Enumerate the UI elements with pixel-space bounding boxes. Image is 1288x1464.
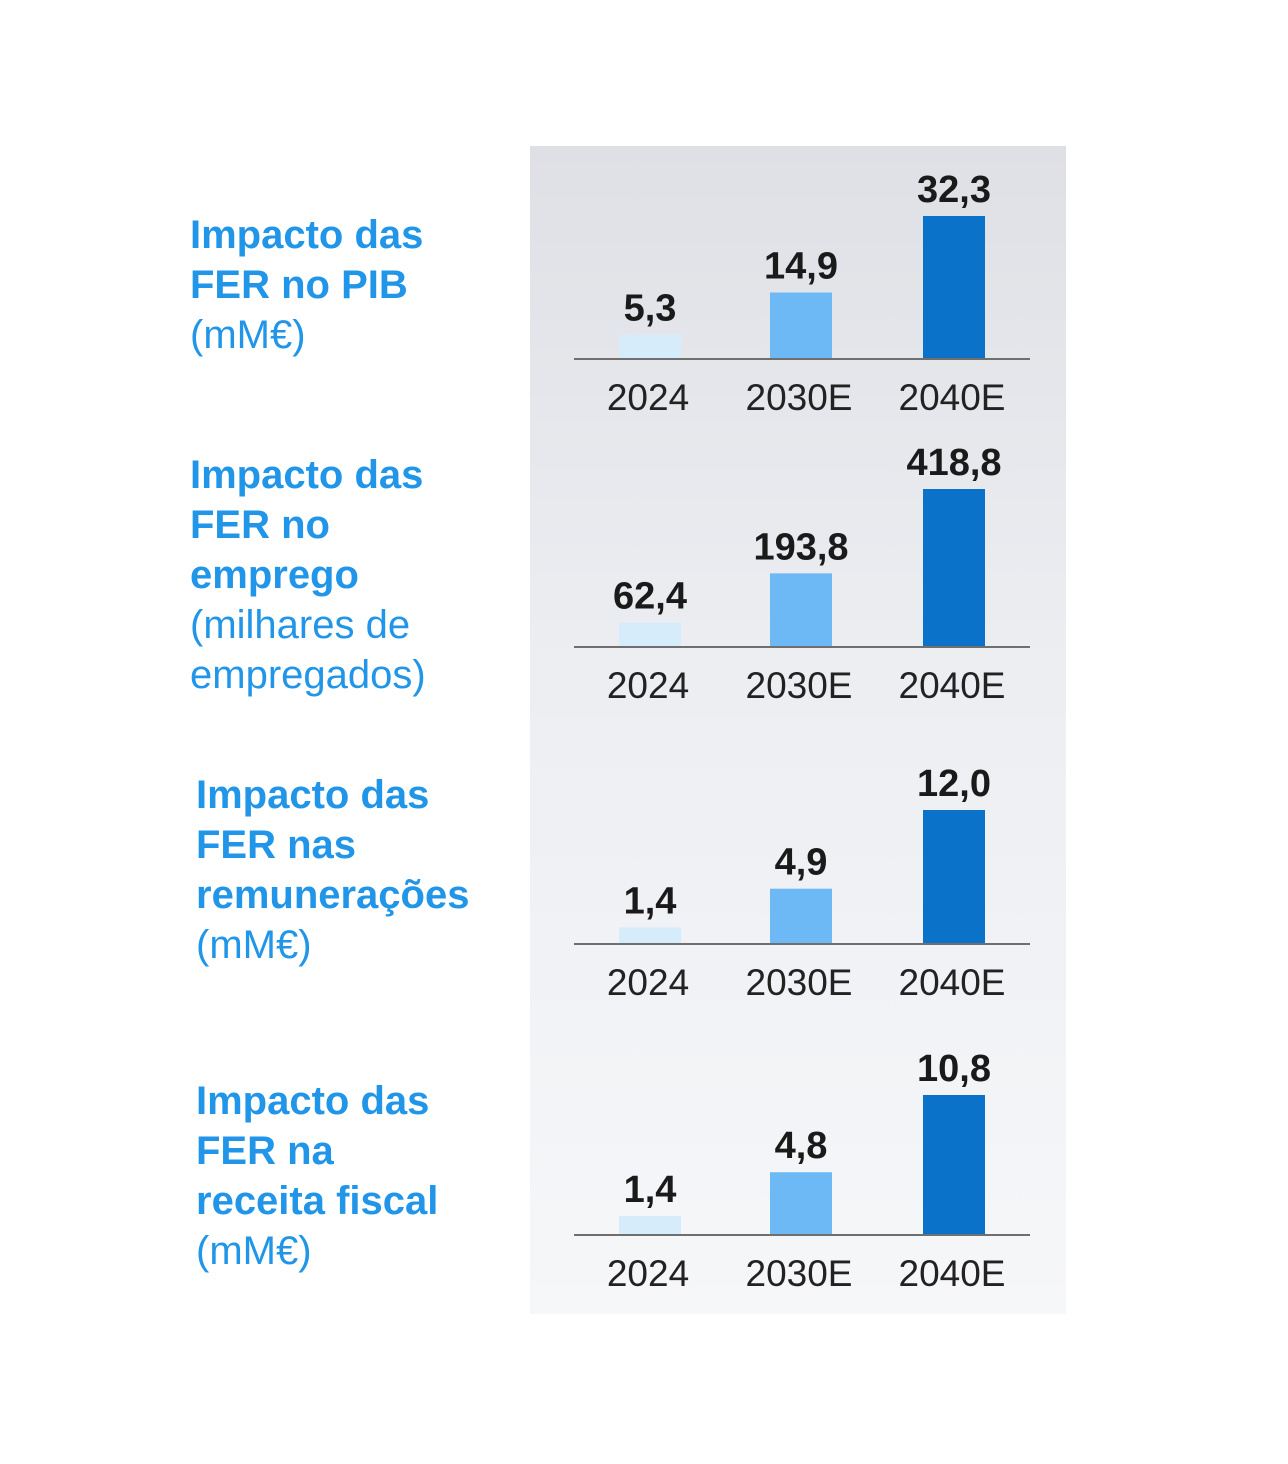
- chart-4-value-label-2030E: 4,8: [775, 1125, 828, 1167]
- chart-4-bar-2040E: [923, 1095, 985, 1234]
- chart-2-tick-label-2040E: 2040E: [899, 665, 1006, 706]
- chart-2-unit: (milhares de empregados): [190, 603, 426, 697]
- chart-1-bar-2030E: [770, 292, 832, 358]
- chart-4-tick-label-2040E: 2040E: [899, 1253, 1006, 1294]
- chart-1-title: Impacto das FER no PIB: [190, 213, 424, 307]
- chart-1-bar-2040E: [923, 216, 985, 358]
- chart-3-bar-2024: [619, 927, 681, 943]
- chart-4-tick-label-2030E: 2030E: [746, 1253, 853, 1294]
- chart-4-value-label-2040E: 10,8: [917, 1048, 991, 1090]
- chart-1-tick-label-2024: 2024: [607, 377, 689, 418]
- chart-3-title: Impacto das FER nas remunerações: [196, 773, 470, 917]
- chart-3-tick-label-2030E: 2030E: [746, 962, 853, 1003]
- chart-3-tick-label-2024: 2024: [607, 962, 689, 1003]
- chart-2-tick-label-2024: 2024: [607, 665, 689, 706]
- chart-1-value-label-2030E: 14,9: [764, 245, 838, 287]
- chart-4-value-label-2024: 1,4: [624, 1169, 677, 1211]
- chart-1-tick-label-2040E: 2040E: [899, 377, 1006, 418]
- chart-3-value-label-2024: 1,4: [624, 880, 677, 922]
- chart-3-label: Impacto das FER nas remunerações (mM€): [196, 770, 469, 970]
- chart-1-unit: (mM€): [190, 313, 306, 357]
- chart-1-bar-2024: [619, 334, 681, 358]
- chart-2-bar-2030E: [770, 573, 832, 646]
- chart-3-bar-2030E: [770, 888, 832, 943]
- chart-1-label: Impacto das FER no PIB (mM€): [190, 210, 423, 360]
- chart-2-tick-label-2030E: 2030E: [746, 665, 853, 706]
- chart-2-value-label-2030E: 193,8: [753, 526, 848, 568]
- chart-2-label: Impacto das FER no emprego (milhares de …: [190, 450, 426, 700]
- chart-3-value-label-2030E: 4,9: [775, 842, 828, 884]
- chart-3-value-label-2040E: 12,0: [917, 763, 991, 805]
- chart-4-label: Impacto das FER na receita fiscal (mM€): [196, 1076, 438, 1276]
- chart-3-unit: (mM€): [196, 923, 312, 967]
- chart-4-title: Impacto das FER na receita fiscal: [196, 1079, 439, 1223]
- chart-3-bar-2040E: [923, 810, 985, 943]
- chart-4-tick-label-2024: 2024: [607, 1253, 689, 1294]
- chart-1-value-label-2040E: 32,3: [917, 169, 991, 211]
- chart-2-bar-2024: [619, 622, 681, 646]
- chart-3-tick-label-2040E: 2040E: [899, 962, 1006, 1003]
- chart-1-tick-label-2030E: 2030E: [746, 377, 853, 418]
- chart-4-unit: (mM€): [196, 1229, 312, 1273]
- chart-2-title: Impacto das FER no emprego: [190, 453, 424, 597]
- chart-2-bar-2040E: [923, 489, 985, 646]
- chart-4-bar-2030E: [770, 1172, 832, 1234]
- chart-2-value-label-2024: 62,4: [613, 576, 687, 618]
- chart-4-bar-2024: [619, 1215, 681, 1234]
- chart-2-value-label-2040E: 418,8: [906, 442, 1001, 484]
- chart-1-value-label-2024: 5,3: [624, 288, 677, 330]
